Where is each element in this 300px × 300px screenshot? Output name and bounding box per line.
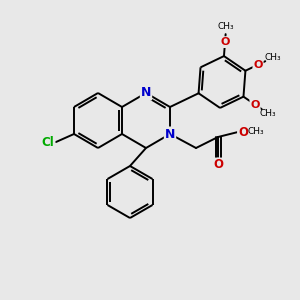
Text: CH₃: CH₃	[248, 128, 264, 136]
Text: N: N	[165, 128, 175, 140]
Text: O: O	[213, 158, 223, 172]
Text: N: N	[141, 86, 151, 100]
Text: CH₃: CH₃	[264, 53, 281, 62]
Text: O: O	[238, 125, 248, 139]
Text: Cl: Cl	[42, 136, 54, 148]
Text: CH₃: CH₃	[218, 22, 235, 31]
Text: O: O	[220, 37, 230, 47]
Text: O: O	[254, 60, 263, 70]
Text: CH₃: CH₃	[260, 109, 277, 118]
Text: O: O	[250, 100, 260, 110]
